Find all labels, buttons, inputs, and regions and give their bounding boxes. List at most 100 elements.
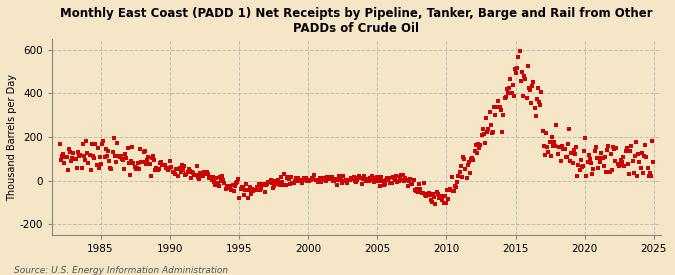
Point: [68, 151, 79, 155]
Point: [355, 175, 366, 180]
Point: [144, 162, 155, 166]
Point: [585, 157, 595, 161]
Point: [128, 161, 139, 165]
Point: [386, 181, 397, 185]
Point: [235, 186, 246, 191]
Point: [632, 174, 643, 178]
Point: [203, 172, 214, 177]
Point: [184, 169, 195, 173]
Point: [404, 178, 414, 183]
Point: [555, 145, 566, 149]
Point: [406, 181, 416, 186]
Point: [86, 142, 97, 147]
Point: [641, 155, 652, 159]
Point: [233, 177, 244, 182]
Point: [192, 164, 202, 168]
Point: [587, 172, 597, 176]
Point: [452, 180, 463, 185]
Point: [230, 183, 240, 188]
Point: [54, 142, 65, 146]
Point: [246, 192, 256, 197]
Point: [547, 144, 558, 148]
Point: [146, 156, 157, 160]
Point: [81, 139, 92, 144]
Point: [618, 155, 628, 160]
Point: [180, 172, 190, 177]
Title: Monthly East Coast (PADD 1) Net Receipts by Pipeline, Tanker, Barge and Rail fro: Monthly East Coast (PADD 1) Net Receipts…: [60, 7, 653, 35]
Point: [254, 182, 265, 186]
Point: [262, 182, 273, 186]
Point: [78, 153, 89, 158]
Point: [514, 48, 525, 53]
Point: [423, 191, 434, 196]
Point: [589, 149, 600, 153]
Point: [96, 162, 107, 166]
Point: [264, 180, 275, 184]
Point: [122, 146, 133, 151]
Point: [493, 105, 504, 109]
Point: [344, 178, 354, 182]
Point: [161, 166, 172, 170]
Point: [522, 64, 533, 68]
Point: [412, 187, 423, 191]
Point: [119, 166, 130, 171]
Point: [485, 123, 496, 127]
Point: [269, 184, 279, 189]
Point: [304, 177, 315, 182]
Point: [610, 159, 621, 164]
Point: [121, 156, 132, 161]
Point: [435, 196, 446, 200]
Point: [166, 165, 177, 169]
Point: [249, 188, 260, 192]
Point: [389, 176, 400, 181]
Point: [443, 197, 454, 201]
Point: [317, 178, 328, 182]
Point: [533, 86, 543, 90]
Point: [502, 87, 512, 92]
Point: [622, 162, 633, 167]
Point: [503, 90, 514, 95]
Point: [257, 182, 268, 186]
Point: [326, 174, 337, 179]
Point: [472, 142, 483, 146]
Point: [527, 84, 538, 88]
Point: [474, 145, 485, 150]
Point: [500, 95, 511, 100]
Point: [445, 186, 456, 191]
Point: [516, 70, 527, 74]
Point: [209, 180, 219, 185]
Point: [205, 175, 216, 179]
Point: [204, 176, 215, 180]
Point: [614, 163, 625, 167]
Point: [321, 179, 331, 183]
Point: [541, 131, 551, 135]
Point: [420, 193, 431, 197]
Point: [622, 145, 632, 150]
Point: [421, 194, 431, 198]
Point: [298, 178, 308, 183]
Point: [534, 100, 545, 104]
Point: [539, 144, 549, 148]
Point: [394, 175, 405, 179]
Point: [559, 147, 570, 151]
Point: [200, 172, 211, 176]
Point: [156, 160, 167, 164]
Point: [207, 175, 218, 180]
Point: [223, 186, 234, 190]
Point: [602, 148, 613, 152]
Point: [285, 182, 296, 186]
Point: [456, 163, 466, 168]
Point: [215, 174, 225, 179]
Point: [236, 185, 247, 189]
Point: [487, 130, 498, 134]
Point: [482, 130, 493, 134]
Point: [620, 148, 631, 153]
Point: [60, 155, 71, 159]
Point: [252, 185, 263, 190]
Point: [614, 164, 624, 168]
Point: [598, 164, 609, 168]
Point: [83, 161, 94, 166]
Point: [542, 145, 553, 149]
Point: [647, 139, 657, 144]
Point: [554, 144, 564, 149]
